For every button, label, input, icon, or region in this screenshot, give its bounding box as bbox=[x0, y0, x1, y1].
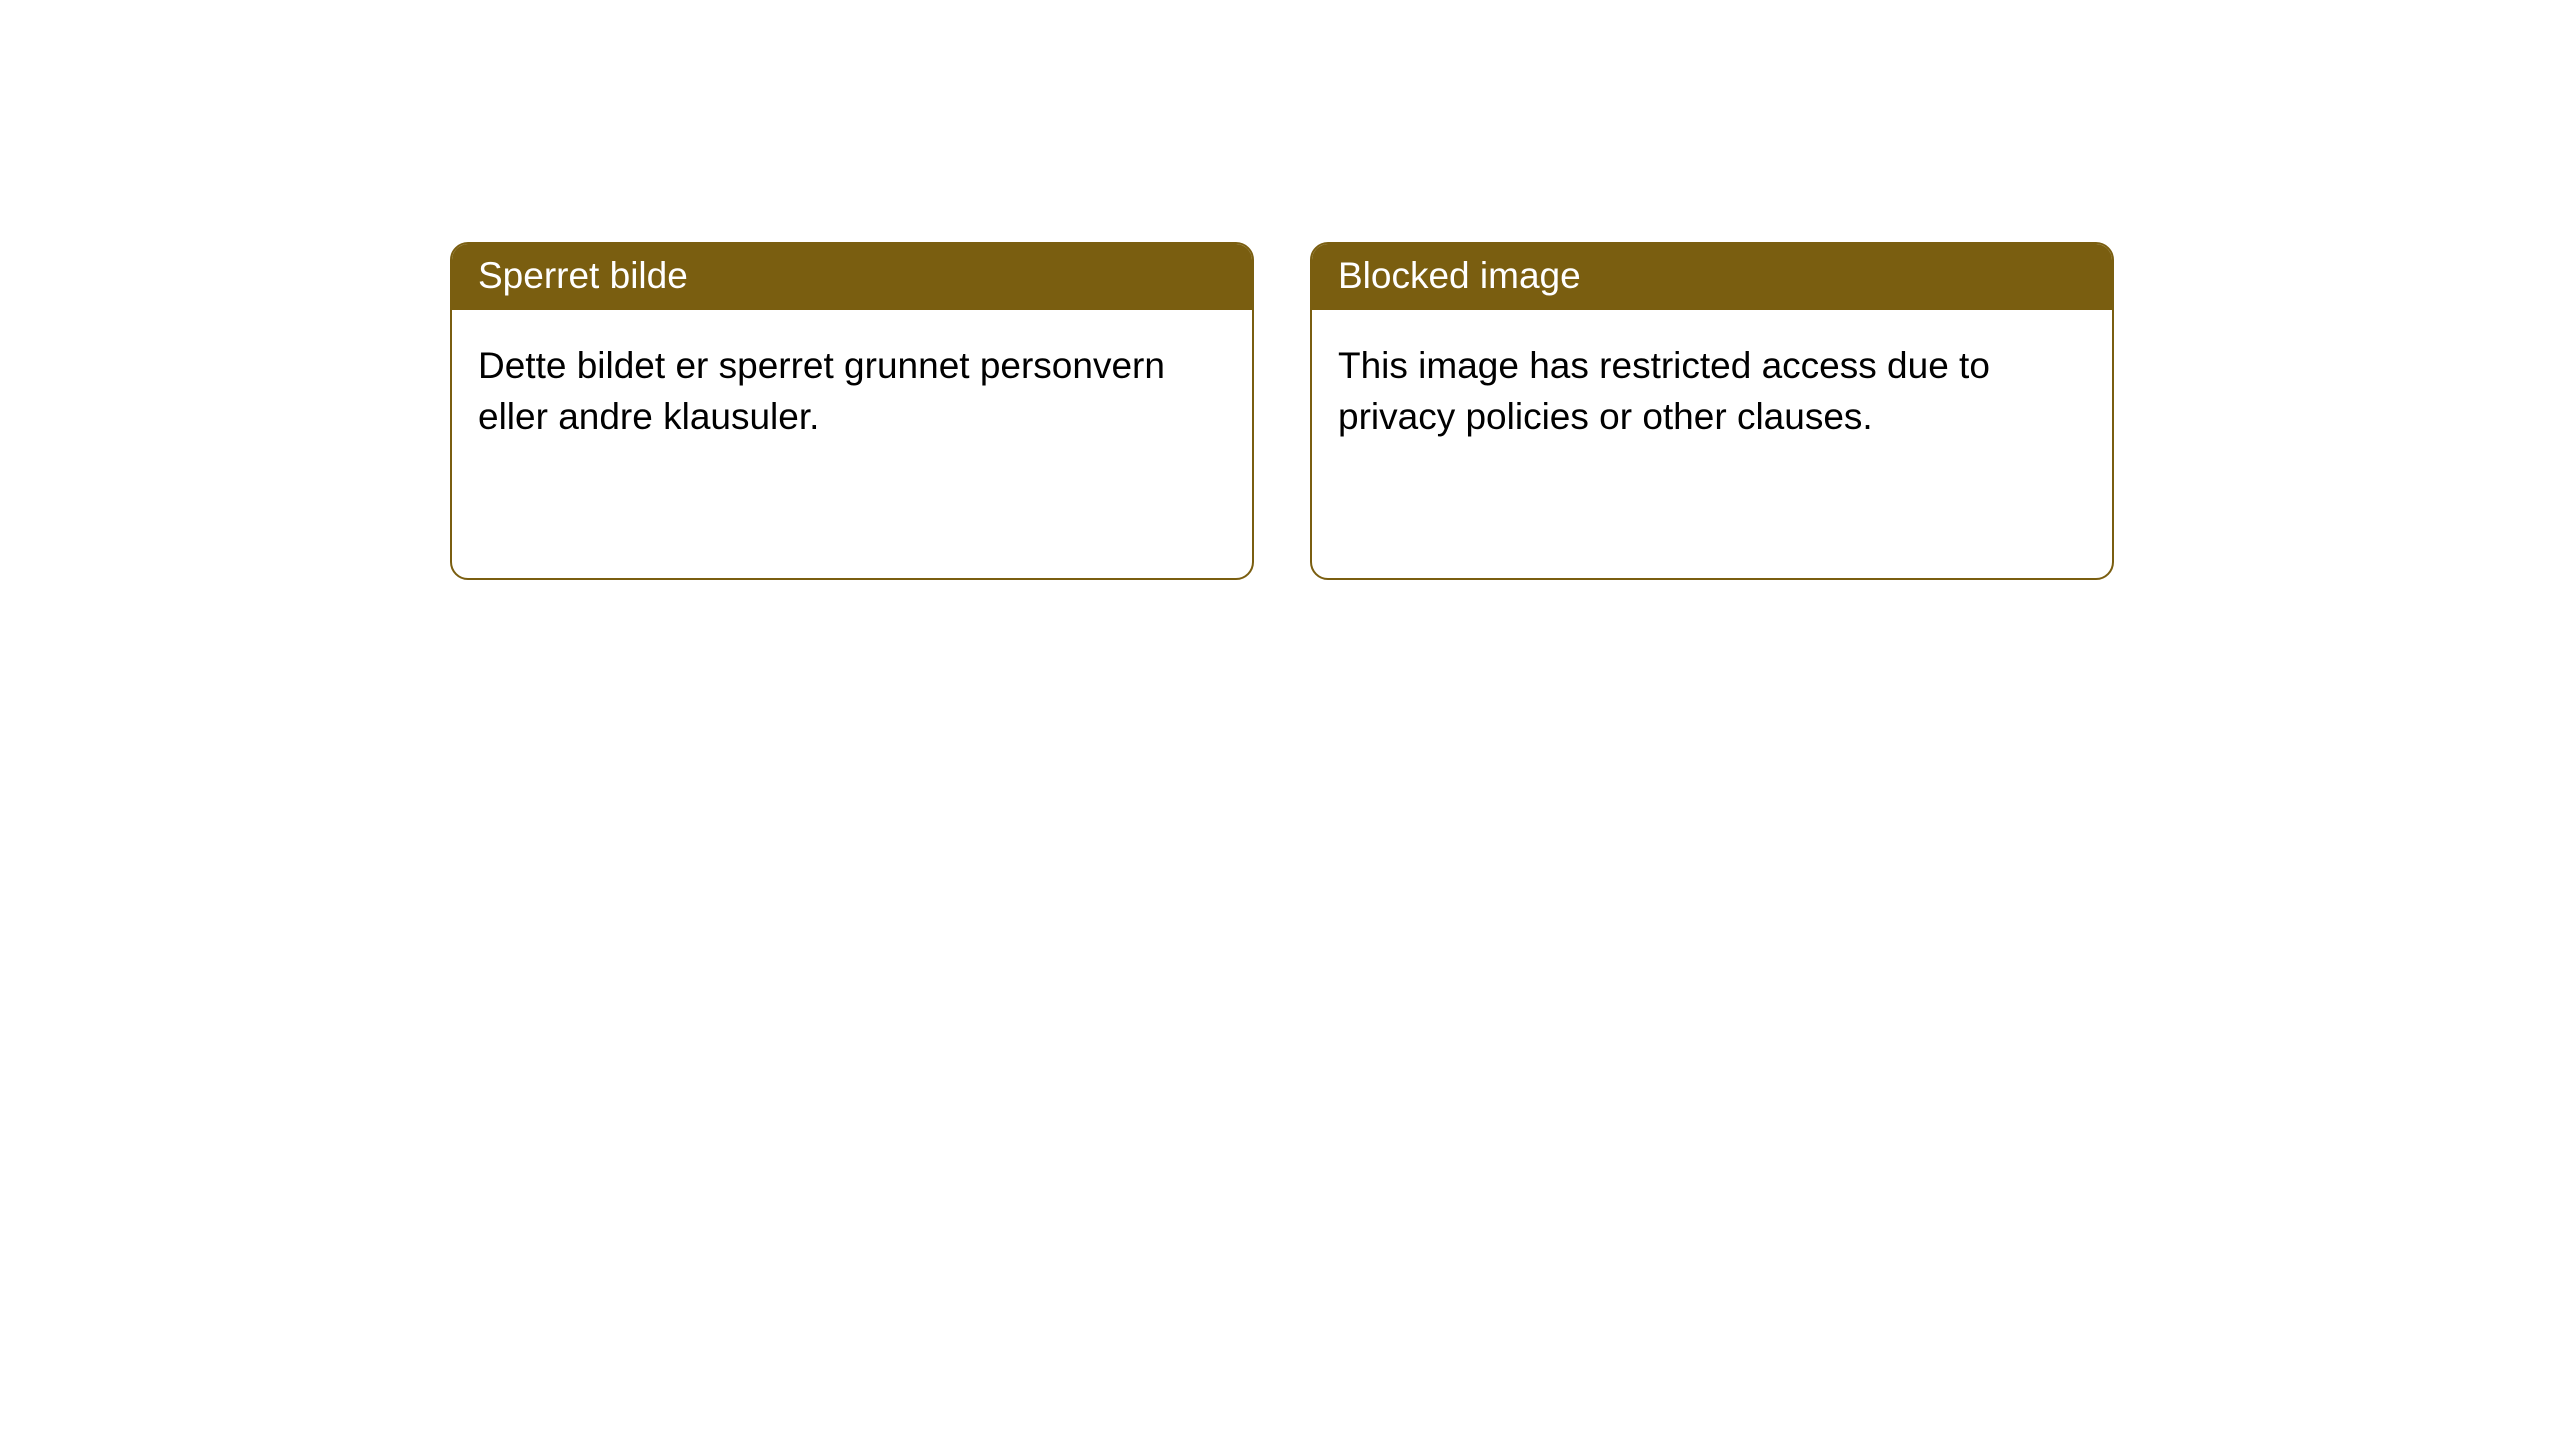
card-title: Blocked image bbox=[1338, 255, 1581, 296]
card-body-text: Dette bildet er sperret grunnet personve… bbox=[478, 345, 1165, 437]
card-body-text: This image has restricted access due to … bbox=[1338, 345, 1990, 437]
notice-container: Sperret bilde Dette bildet er sperret gr… bbox=[0, 0, 2560, 580]
notice-card-english: Blocked image This image has restricted … bbox=[1310, 242, 2114, 580]
notice-card-norwegian: Sperret bilde Dette bildet er sperret gr… bbox=[450, 242, 1254, 580]
card-body: Dette bildet er sperret grunnet personve… bbox=[452, 310, 1252, 472]
card-title: Sperret bilde bbox=[478, 255, 688, 296]
card-body: This image has restricted access due to … bbox=[1312, 310, 2112, 472]
card-header: Blocked image bbox=[1312, 244, 2112, 310]
card-header: Sperret bilde bbox=[452, 244, 1252, 310]
